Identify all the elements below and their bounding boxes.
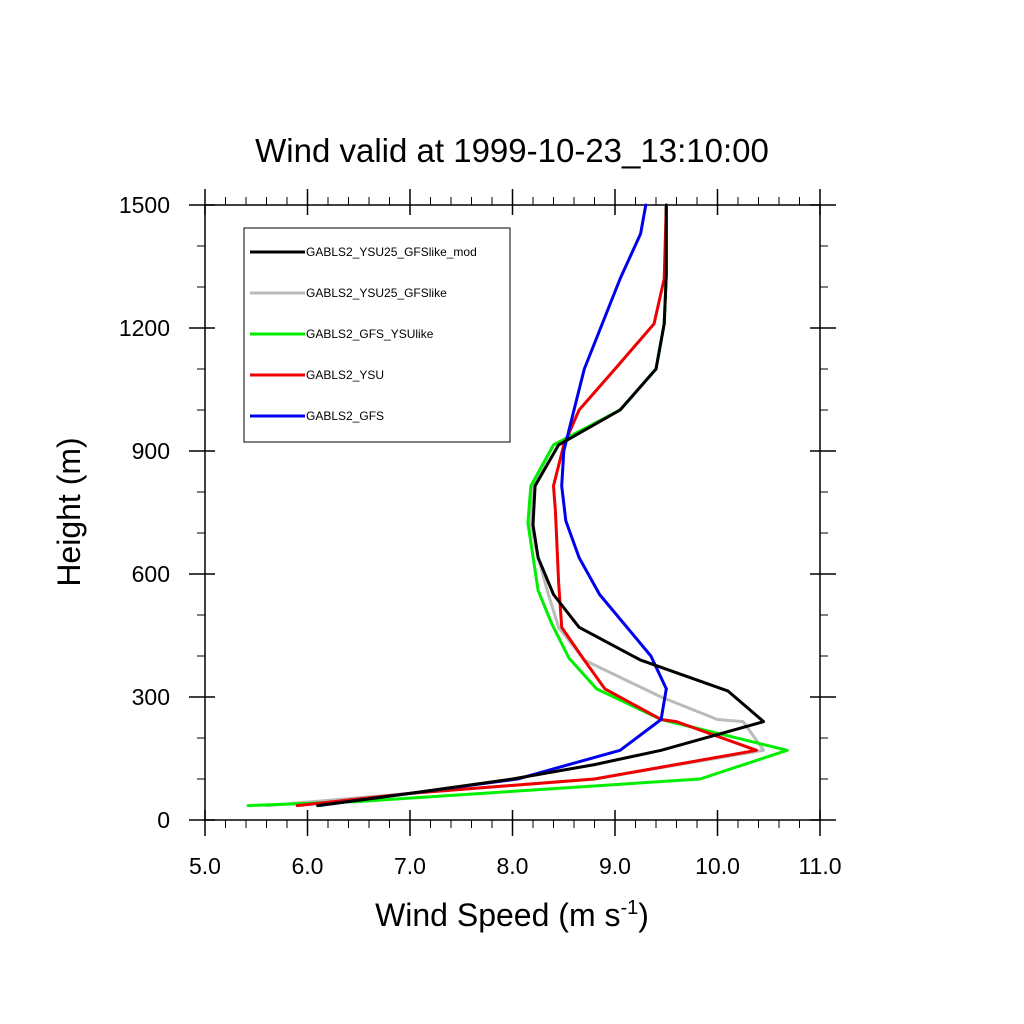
chart-title: Wind valid at 1999-10-23_13:10:00 [255, 132, 769, 169]
x-axis-major-ticks [204, 189, 821, 836]
x-tick-label: 11.0 [798, 853, 841, 879]
x-axis-label-main: Wind Speed (m s [375, 897, 620, 933]
legend-label: GABLS2_YSU [306, 368, 384, 382]
x-axis-label-superscript: -1 [620, 897, 638, 919]
series-line-gabls2-gfs [316, 203, 668, 808]
y-tick-label: 600 [132, 561, 170, 587]
x-tick-label: 9.0 [599, 853, 631, 879]
y-tick-label: 1500 [119, 192, 170, 218]
legend-label: GABLS2_YSU25_GFSlike [306, 286, 447, 300]
y-axis-minor-ticks [197, 245, 828, 780]
y-tick-label: 0 [157, 807, 170, 833]
legend-label: GABLS2_GFS [306, 409, 384, 423]
x-tick-label: 5.0 [189, 853, 221, 879]
y-axis-major-ticks [189, 204, 836, 821]
legend: GABLS2_YSU25_GFSlike_mod GABLS2_YSU25_GFS… [243, 227, 511, 443]
y-tick-label: 900 [132, 438, 170, 464]
x-tick-label: 8.0 [497, 853, 529, 879]
series-lines [246, 203, 789, 808]
x-tick-label: 7.0 [394, 853, 426, 879]
y-tick-label: 300 [132, 684, 170, 710]
y-tick-label: 1200 [119, 315, 170, 341]
x-tick-label: 6.0 [292, 853, 324, 879]
x-axis-tick-labels: 5.0 6.0 7.0 8.0 9.0 10.0 11.0 [189, 853, 842, 879]
y-axis-tick-labels: 0 300 600 900 1200 1500 [119, 192, 170, 833]
x-axis-minor-ticks [225, 197, 800, 828]
x-axis-label: Wind Speed (m s-1) [375, 897, 649, 933]
legend-label: GABLS2_GFS_YSUlike [306, 327, 434, 341]
x-axis-label-suffix: ) [638, 897, 649, 933]
x-tick-label: 10.0 [695, 853, 740, 879]
series-line-gabls2-ysu25-gfslike-mod [316, 203, 766, 808]
legend-label: GABLS2_YSU25_GFSlike_mod [306, 245, 477, 259]
y-axis-label: Height (m) [51, 437, 87, 586]
